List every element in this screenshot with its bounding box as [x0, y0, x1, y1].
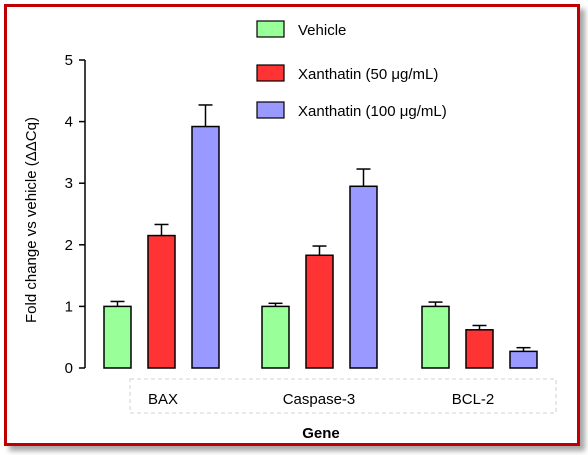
y-tick-label: 1: [65, 298, 73, 315]
legend-swatch: [256, 64, 285, 82]
bar: [465, 329, 494, 369]
category-label-box: [129, 378, 557, 414]
y-tick-label: 4: [65, 114, 73, 131]
category-label: BCL-2: [452, 391, 495, 408]
bar: [349, 185, 378, 369]
y-tick-label: 2: [65, 237, 73, 254]
bar: [261, 305, 290, 369]
bar: [147, 234, 176, 369]
plot-area: 0 1 2 3 4 5 BAX Caspase-3 BCL-2: [65, 52, 557, 414]
bar: [191, 125, 220, 369]
y-tick-label: 0: [65, 360, 73, 377]
bar: [509, 350, 538, 369]
bar: [103, 305, 132, 369]
legend-label: Xanthatin (100 μg/mL): [298, 103, 447, 120]
category-label: Caspase-3: [283, 391, 356, 408]
y-tick-label: 5: [65, 52, 73, 69]
legend: Vehicle Xanthatin (50 μg/mL) Xanthatin (10…: [256, 20, 447, 120]
bar: [421, 305, 450, 369]
figure-frame: [4, 4, 580, 446]
category-label: BAX: [148, 391, 178, 408]
legend-label: Xanthatin (50 μg/mL): [298, 66, 438, 83]
legend-swatch: [256, 101, 285, 119]
legend-label: Vehicle: [298, 22, 346, 39]
bar: [305, 254, 334, 369]
legend-swatch: [256, 20, 285, 38]
x-axis-label: Gene: [302, 425, 340, 442]
y-tick-label: 3: [65, 175, 73, 192]
y-axis-label: Fold change vs vehicle (ΔΔCq): [23, 117, 40, 323]
